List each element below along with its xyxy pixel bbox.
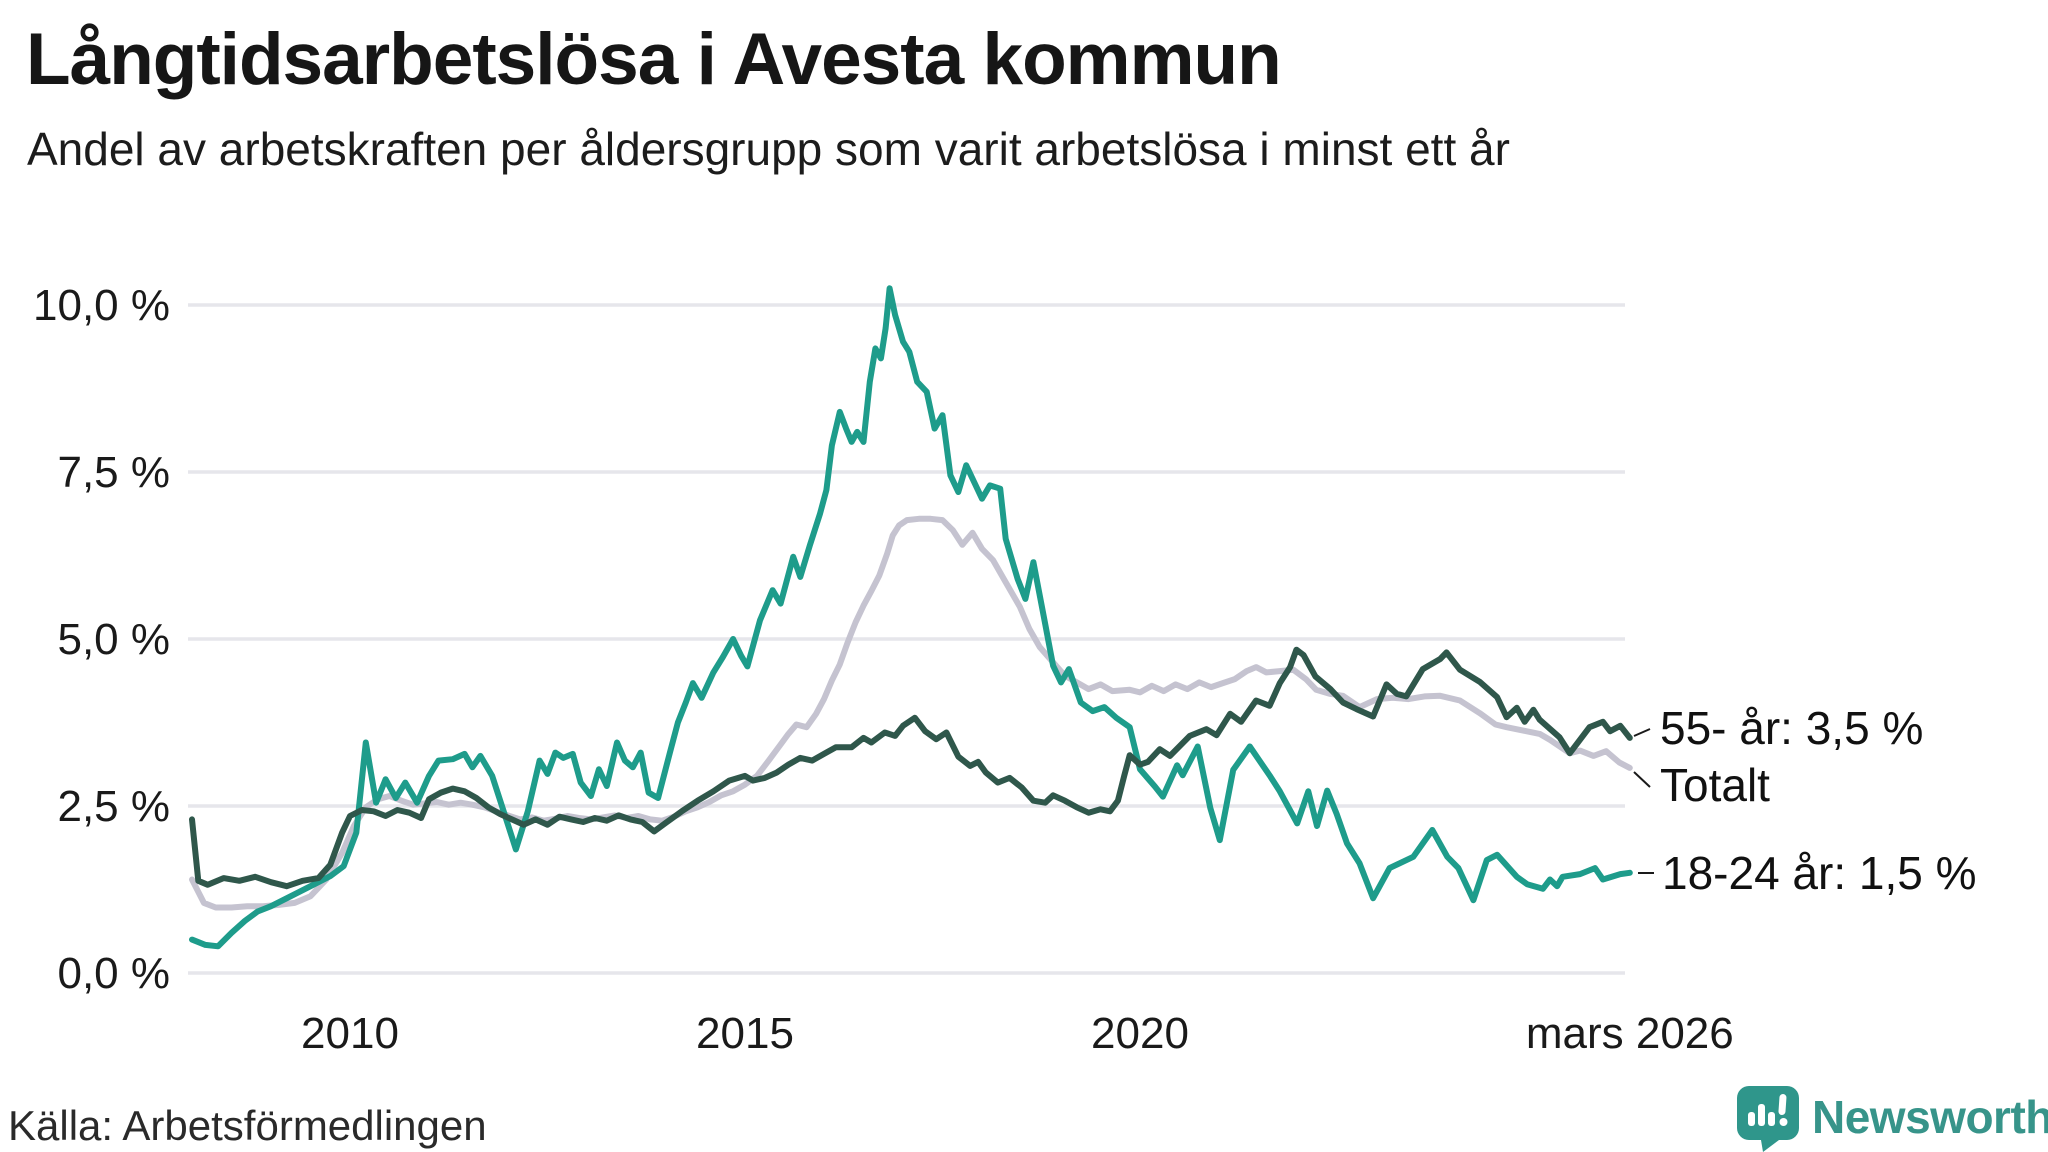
series-line-55-r bbox=[189, 646, 1633, 890]
legend-label-youth: 18-24 år: 1,5 % bbox=[1662, 847, 1977, 899]
series-line-18-24-r bbox=[189, 285, 1633, 950]
legend-connector-senior bbox=[1633, 728, 1651, 737]
y-axis-tick-label: 10,0 % bbox=[33, 281, 170, 330]
x-axis-tick-label: 2020 bbox=[1091, 1009, 1189, 1058]
page-title: Långtidsarbetslösa i Avesta kommun bbox=[26, 19, 1282, 100]
y-axis-tick-label: 7,5 % bbox=[57, 448, 170, 497]
x-axis-tick-label: mars 2026 bbox=[1526, 1009, 1734, 1058]
legend-label-senior: 55- år: 3,5 % bbox=[1660, 702, 1923, 754]
page-subtitle: Andel av arbetskraften per åldersgrupp s… bbox=[27, 123, 1510, 175]
newsworthy-brand-text: Newsworthy bbox=[1812, 1091, 2048, 1143]
legend-connector-total bbox=[1633, 771, 1651, 788]
newsworthy-logo: Newsworthy bbox=[1737, 1086, 2048, 1152]
x-axis-tick-label: 2010 bbox=[301, 1009, 399, 1058]
y-axis-tick-label: 0,0 % bbox=[57, 949, 170, 998]
legend-label-total: Totalt bbox=[1660, 759, 1770, 811]
source-note: Källa: Arbetsförmedlingen bbox=[8, 1102, 487, 1149]
series-lines bbox=[189, 285, 1633, 950]
y-axis-tick-label: 5,0 % bbox=[57, 615, 170, 664]
x-axis-tick-label: 2015 bbox=[696, 1009, 794, 1058]
y-axis-tick-label: 2,5 % bbox=[57, 782, 170, 831]
newsworthy-logo-icon bbox=[1737, 1086, 1799, 1152]
axis-tick-labels: 10,0 % 7,5 % 5,0 % 2,5 % 0,0 % 2010 2015 2020 ma… bbox=[33, 281, 1734, 1058]
series-line-totalt bbox=[189, 515, 1633, 911]
legend: 55- år: 3,5 % Totalt 18-24 år: 1,5 % bbox=[1633, 702, 1977, 899]
gridlines bbox=[188, 303, 1625, 975]
